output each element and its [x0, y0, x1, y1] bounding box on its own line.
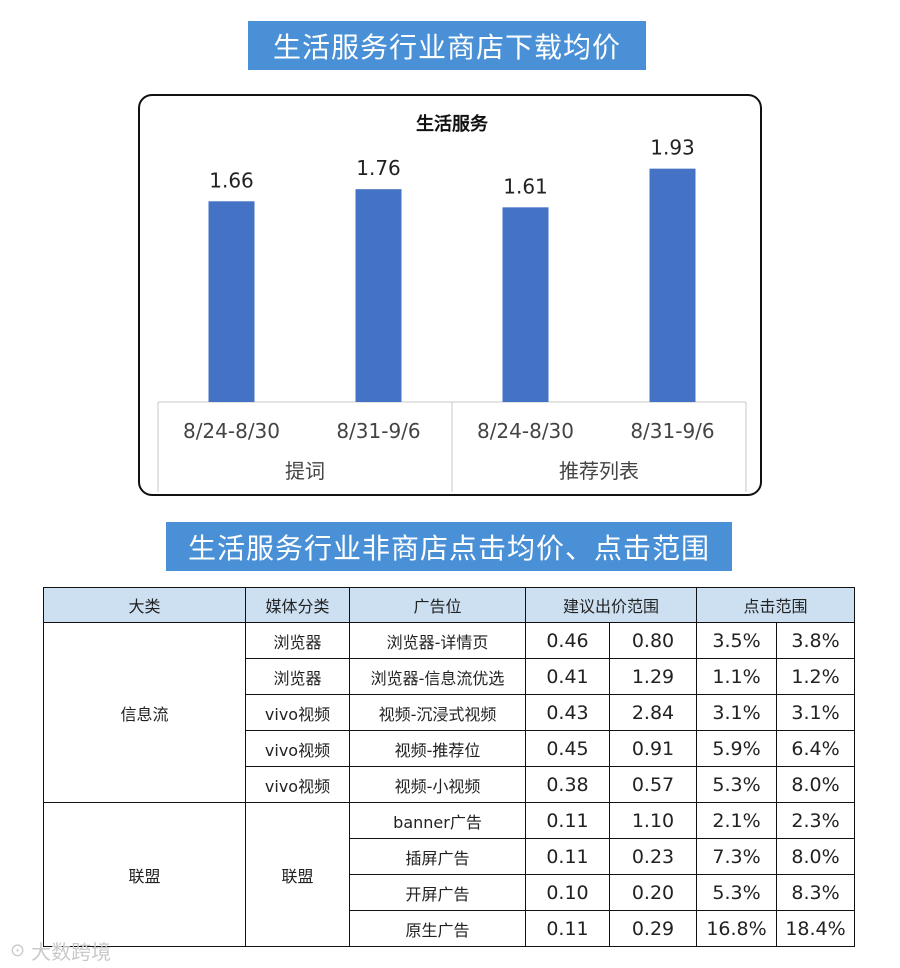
media-cell: vivo视频	[245, 766, 350, 803]
data-label: 1.76	[356, 156, 401, 180]
media-cell: 浏览器	[245, 658, 350, 695]
data-label: 1.61	[503, 174, 548, 198]
bid-high-cell: 0.29	[609, 910, 697, 947]
click-high-cell: 8.3%	[776, 874, 855, 911]
click-low-cell: 5.3%	[696, 766, 777, 803]
ad-slot-cell: 开屏广告	[349, 874, 526, 911]
media-cell: vivo视频	[245, 730, 350, 767]
click-high-cell: 8.0%	[776, 838, 855, 875]
bid-low-cell: 0.38	[525, 766, 610, 803]
bar	[649, 168, 696, 402]
watermark-logo-icon: ⊙	[10, 940, 26, 961]
click-low-cell: 1.1%	[696, 658, 777, 695]
ad-slot-cell: 视频-推荐位	[349, 730, 526, 767]
x-tick-label: 8/31-9/6	[630, 419, 714, 443]
header-click-range: 点击范围	[696, 587, 855, 623]
group-label: 提词	[285, 459, 325, 483]
data-label: 1.66	[209, 168, 254, 192]
media-cell: 联盟	[245, 802, 350, 947]
click-high-cell: 3.1%	[776, 694, 855, 731]
watermark: ⊙ 大数跨境	[10, 936, 111, 965]
x-tick-label: 8/31-9/6	[336, 419, 420, 443]
bar	[502, 207, 549, 402]
media-cell: vivo视频	[245, 694, 350, 731]
table-row: 联盟 联盟 banner广告 0.11 1.10 2.1% 2.3%	[43, 802, 855, 947]
click-low-cell: 2.1%	[696, 802, 777, 839]
group-label: 推荐列表	[559, 459, 639, 483]
media-cell: 浏览器	[245, 622, 350, 659]
category-cell: 信息流	[43, 622, 246, 803]
bid-high-cell: 0.91	[609, 730, 697, 767]
pricing-table-wrap: 大类 媒体分类 广告位 建议出价范围 点击范围 信息流 浏览器 浏览器-详情页 0.4…	[43, 587, 855, 947]
data-label: 1.93	[650, 136, 695, 160]
x-tick-label: 8/24-8/30	[477, 419, 574, 443]
bid-high-cell: 0.23	[609, 838, 697, 875]
ad-slot-cell: 浏览器-信息流优选	[349, 658, 526, 695]
click-high-cell: 2.3%	[776, 802, 855, 839]
table-row: vivo视频 视频-小视频 0.38 0.57 5.3% 8.0%	[44, 766, 855, 803]
bid-low-cell: 0.41	[525, 658, 610, 695]
bar	[355, 189, 402, 402]
click-low-cell: 3.5%	[696, 622, 777, 659]
table-header-row: 大类 媒体分类 广告位 建议出价范围 点击范围	[43, 587, 855, 623]
category-cell: 联盟	[43, 802, 246, 947]
ad-slot-cell: 插屏广告	[349, 838, 526, 875]
click-high-cell: 1.2%	[776, 658, 855, 695]
ad-slot-cell: 视频-沉浸式视频	[349, 694, 526, 731]
x-tick-label: 8/24-8/30	[183, 419, 280, 443]
table-title-banner-text: 生活服务行业非商店点击均价、点击范围	[187, 531, 710, 565]
chart-card: 生活服务 1.66 8/24-8/30 1.76 8/31-9/6 提词 1.61 8/24-…	[138, 94, 762, 496]
click-high-cell: 3.8%	[776, 622, 855, 659]
bid-low-cell: 0.10	[525, 874, 610, 911]
bid-high-cell: 0.20	[609, 874, 697, 911]
table-row: 信息流 浏览器 浏览器-详情页 0.46 0.80 3.5% 3.8%	[43, 622, 855, 803]
header-bid-range: 建议出价范围	[525, 587, 697, 623]
ad-slot-cell: 原生广告	[349, 910, 526, 947]
chart-title-banner: 生活服务行业商店下载均价	[248, 21, 646, 70]
bar	[208, 201, 255, 402]
bid-high-cell: 2.84	[609, 694, 697, 731]
click-low-cell: 5.3%	[696, 874, 777, 911]
bid-low-cell: 0.46	[525, 622, 610, 659]
click-high-cell: 8.0%	[776, 766, 855, 803]
header-ad-slot: 广告位	[349, 587, 526, 623]
bid-low-cell: 0.11	[525, 838, 610, 875]
chart-title-banner-text: 生活服务行业商店下载均价	[272, 30, 621, 64]
bid-low-cell: 0.43	[525, 694, 610, 731]
table-row: 开屏广告 0.10 0.20 5.3% 8.3%	[44, 874, 855, 911]
click-high-cell: 18.4%	[776, 910, 855, 947]
chart-title: 生活服务	[416, 113, 489, 135]
click-low-cell: 7.3%	[696, 838, 777, 875]
ad-slot-cell: banner广告	[349, 802, 526, 839]
bid-high-cell: 1.10	[609, 802, 697, 839]
ad-slot-cell: 视频-小视频	[349, 766, 526, 803]
table-row: 原生广告 0.11 0.29 16.8% 18.4%	[44, 910, 855, 947]
ad-slot-cell: 浏览器-详情页	[349, 622, 526, 659]
bid-high-cell: 0.80	[609, 622, 697, 659]
bid-low-cell: 0.11	[525, 802, 610, 839]
bid-high-cell: 0.57	[609, 766, 697, 803]
header-media: 媒体分类	[245, 587, 350, 623]
click-low-cell: 5.9%	[696, 730, 777, 767]
click-high-cell: 6.4%	[776, 730, 855, 767]
click-low-cell: 3.1%	[696, 694, 777, 731]
pricing-table: 大类 媒体分类 广告位 建议出价范围 点击范围 信息流 浏览器 浏览器-详情页 0.4…	[43, 587, 855, 947]
bar-chart: 生活服务 1.66 8/24-8/30 1.76 8/31-9/6 提词 1.61 8/24-…	[157, 113, 747, 492]
bid-low-cell: 0.45	[525, 730, 610, 767]
table-row: 插屏广告 0.11 0.23 7.3% 8.0%	[44, 838, 855, 875]
table-title-banner: 生活服务行业非商店点击均价、点击范围	[166, 522, 732, 571]
bid-low-cell: 0.11	[525, 910, 610, 947]
click-low-cell: 16.8%	[696, 910, 777, 947]
bid-high-cell: 1.29	[609, 658, 697, 695]
watermark-text: 大数跨境	[31, 940, 112, 964]
header-category: 大类	[43, 587, 246, 623]
